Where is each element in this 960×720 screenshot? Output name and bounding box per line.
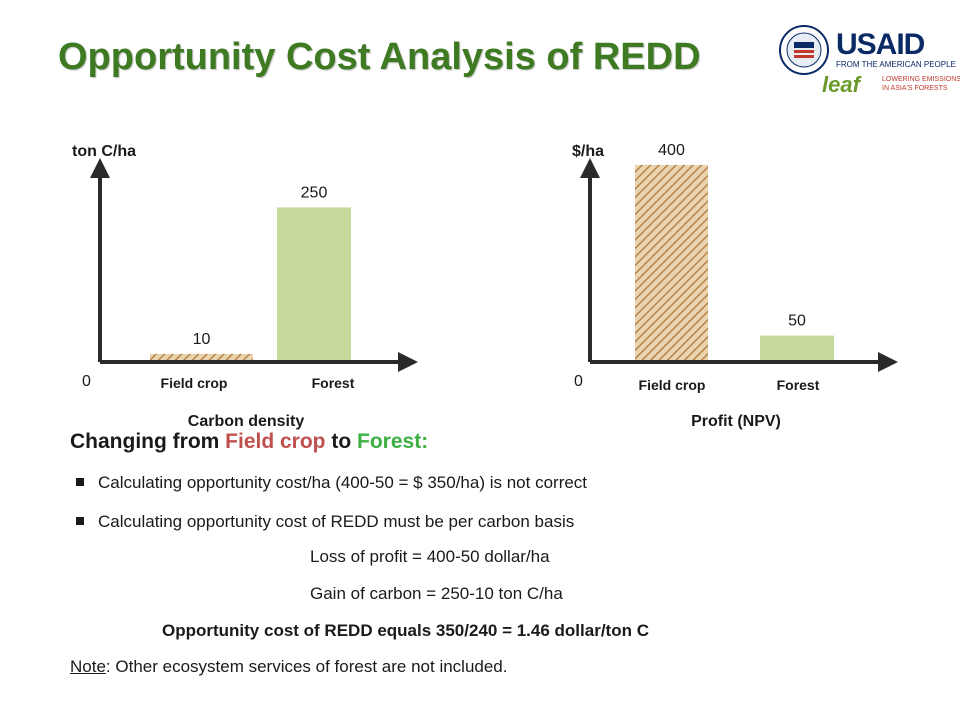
heading-forest: Forest: bbox=[357, 430, 429, 453]
category-label: Forest bbox=[312, 375, 355, 391]
bar-field-crop bbox=[635, 164, 708, 360]
data-label: 250 bbox=[301, 184, 328, 201]
data-label: 10 bbox=[193, 331, 211, 348]
leaf-wordmark: leaf bbox=[822, 72, 860, 97]
usaid-seal-icon bbox=[779, 25, 829, 75]
bullet-item: Calculating opportunity cost of REDD mus… bbox=[76, 512, 574, 532]
profit-npv-chart: 400 Field crop 50 Forest $/ha 0 Profit (NPV) bbox=[572, 142, 898, 430]
category-label: Field crop bbox=[161, 375, 228, 391]
bullet-item: Calculating opportunity cost/ha (400-50 … bbox=[76, 473, 587, 493]
result-line: Opportunity cost of REDD equals 350/240 … bbox=[162, 621, 649, 640]
heading-field-crop: Field crop bbox=[225, 430, 326, 453]
category-label: Field crop bbox=[639, 377, 706, 393]
origin-label: 0 bbox=[82, 373, 91, 390]
loss-of-profit-line: Loss of profit = 400-50 dollar/ha bbox=[310, 547, 550, 566]
carbon-density-chart: 10 Field crop 250 Forest ton C/ha 0 Carbon den… bbox=[72, 143, 418, 430]
leaf-tagline: LOWERING EMISSIONS IN ASIA'S FORESTS bbox=[882, 76, 960, 92]
square-bullet-icon bbox=[76, 477, 84, 486]
usaid-tagline: FROM THE AMERICAN PEOPLE bbox=[836, 60, 956, 69]
usaid-leaf-logo: USAID FROM THE AMERICAN PEOPLE leaf LOWE… bbox=[778, 22, 960, 100]
bar-forest bbox=[760, 335, 834, 360]
y-axis-label: $/ha bbox=[572, 143, 604, 160]
gain-of-carbon-line: Gain of carbon = 250-10 ton C/ha bbox=[310, 584, 563, 603]
y-axis-label: ton C/ha bbox=[72, 143, 136, 160]
chart-title: Profit (NPV) bbox=[691, 413, 781, 430]
category-label: Forest bbox=[777, 377, 820, 393]
section-heading: Changing from Field crop to Forest: bbox=[70, 430, 429, 453]
origin-label: 0 bbox=[574, 373, 583, 390]
data-label: 400 bbox=[658, 142, 685, 159]
bar-forest bbox=[277, 207, 351, 360]
usaid-wordmark: USAID bbox=[836, 28, 925, 61]
note-line: Note: Other ecosystem services of forest… bbox=[70, 657, 508, 676]
slide-title: Opportunity Cost Analysis of REDD bbox=[58, 36, 701, 78]
bar-field-crop bbox=[150, 353, 253, 360]
square-bullet-icon bbox=[76, 516, 84, 525]
data-label: 50 bbox=[788, 313, 806, 330]
chart-title: Carbon density bbox=[188, 413, 305, 430]
